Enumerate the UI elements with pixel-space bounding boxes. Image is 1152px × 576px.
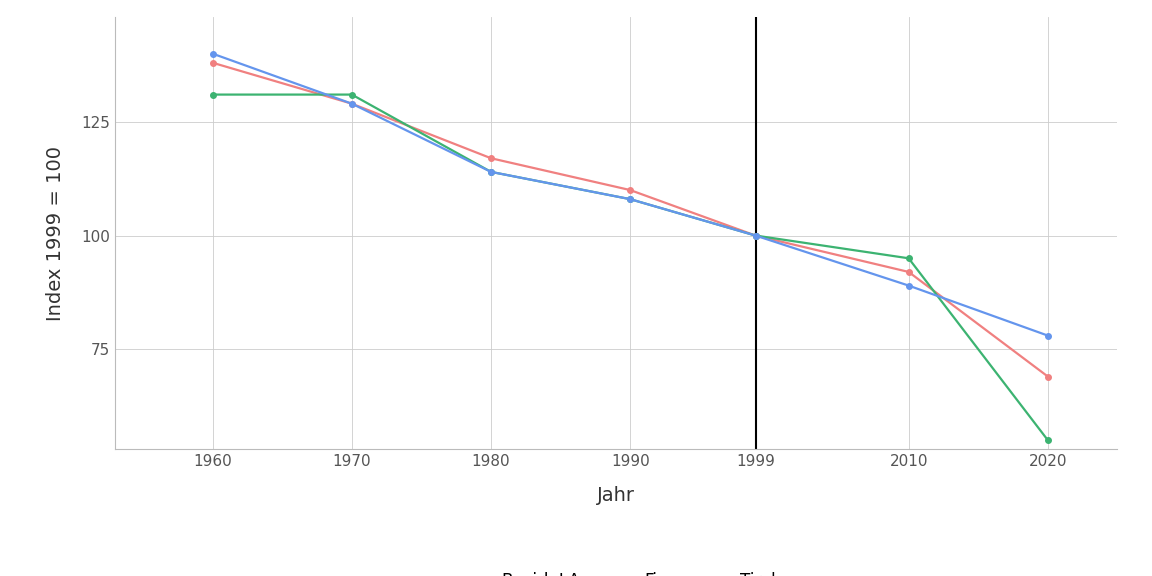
- Fiss: [1041, 437, 1055, 444]
- Line: Fiss: Fiss: [210, 92, 1051, 443]
- Bezirk LA: [623, 187, 637, 194]
- Bezirk LA: [1041, 373, 1055, 380]
- Tirol: [206, 50, 220, 57]
- Bezirk LA: [902, 268, 916, 275]
- Tirol: [1041, 332, 1055, 339]
- Tirol: [484, 168, 498, 175]
- Line: Tirol: Tirol: [210, 51, 1051, 338]
- Fiss: [484, 168, 498, 175]
- Bezirk LA: [484, 155, 498, 162]
- Bezirk LA: [749, 232, 763, 239]
- Tirol: [749, 232, 763, 239]
- Bezirk LA: [206, 59, 220, 66]
- Legend: Bezirk LA, Fiss, Tirol: Bezirk LA, Fiss, Tirol: [450, 566, 782, 576]
- Tirol: [623, 196, 637, 203]
- Fiss: [902, 255, 916, 262]
- Fiss: [206, 91, 220, 98]
- Fiss: [749, 232, 763, 239]
- Bezirk LA: [344, 100, 358, 107]
- Tirol: [344, 100, 358, 107]
- Tirol: [902, 282, 916, 289]
- Y-axis label: Index 1999 = 100: Index 1999 = 100: [46, 146, 65, 321]
- Line: Bezirk LA: Bezirk LA: [210, 60, 1051, 380]
- Fiss: [623, 196, 637, 203]
- X-axis label: Jahr: Jahr: [598, 486, 635, 505]
- Fiss: [344, 91, 358, 98]
